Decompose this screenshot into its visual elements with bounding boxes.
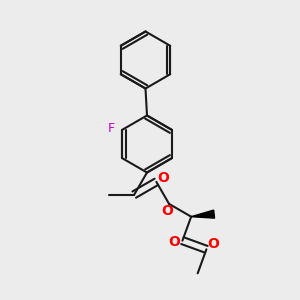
- Text: O: O: [162, 203, 173, 218]
- Text: O: O: [168, 235, 180, 248]
- Polygon shape: [191, 210, 214, 218]
- Text: O: O: [158, 171, 169, 185]
- Text: F: F: [107, 122, 115, 135]
- Text: O: O: [207, 237, 219, 251]
